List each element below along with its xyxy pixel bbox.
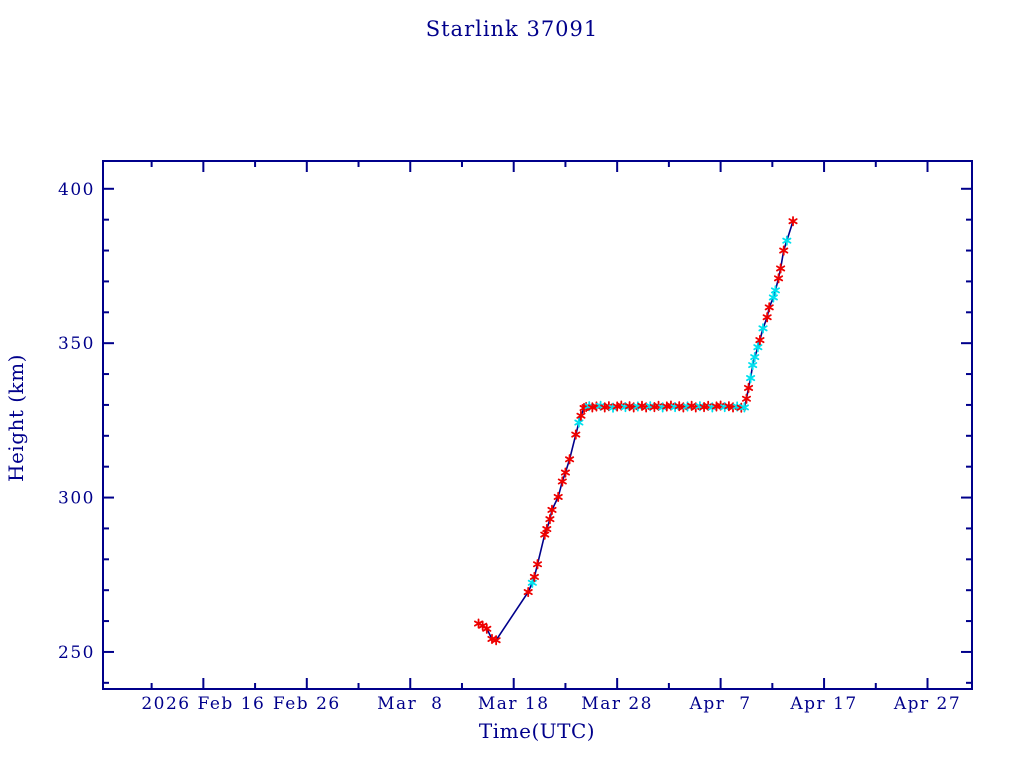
- data-marker-red: [532, 559, 543, 570]
- x-tick-label: Mar 28: [581, 694, 653, 714]
- data-marker-red: [565, 454, 575, 465]
- data-marker-red: [764, 302, 774, 313]
- data-marker-cyan: [782, 235, 792, 246]
- data-marker-red: [788, 216, 798, 227]
- data-marker-cyan: [770, 285, 780, 296]
- data-marker-red: [755, 334, 765, 346]
- data-marker-red: [547, 504, 557, 516]
- data-marker-red: [762, 312, 772, 323]
- data-marker-cyan: [746, 372, 756, 384]
- data-marker-red: [560, 467, 570, 478]
- data-marker-red: [741, 393, 752, 404]
- data-marker-red: [779, 245, 789, 256]
- x-tick-label: Mar 8: [377, 694, 443, 714]
- y-tick-label: 300: [58, 489, 95, 509]
- data-marker-cyan: [753, 342, 763, 353]
- data-marker-red: [776, 263, 786, 274]
- data-marker-cyan: [748, 359, 758, 371]
- data-marker-cyan: [750, 351, 760, 363]
- chart-title: Starlink 37091: [425, 17, 599, 41]
- x-tick-label: Mar 18: [478, 694, 550, 714]
- x-axis-label: Time(UTC): [478, 719, 596, 743]
- data-marker-red: [491, 635, 501, 646]
- y-tick-label: 250: [58, 643, 95, 663]
- y-tick-label: 400: [58, 180, 95, 200]
- x-tick-label: Apr 17: [789, 694, 857, 714]
- data-line: [478, 220, 794, 642]
- data-marker-red: [529, 571, 539, 583]
- plot-frame: [102, 160, 973, 690]
- data-marker-red: [553, 491, 563, 503]
- data-marker-red: [542, 523, 552, 535]
- data-marker-cyan: [739, 402, 749, 413]
- x-tick-label: Apr 7: [689, 694, 752, 714]
- data-marker-red: [773, 273, 784, 284]
- y-tick-label: 350: [58, 334, 95, 354]
- x-tick-label: Feb 26: [273, 694, 341, 714]
- x-tick-label: 2026 Feb 16: [141, 694, 265, 714]
- data-marker-red: [523, 586, 533, 598]
- data-marker-red: [482, 623, 492, 634]
- data-marker-red: [743, 382, 754, 394]
- data-marker-red: [557, 476, 567, 487]
- data-marker-red: [545, 514, 555, 525]
- data-marker-red: [576, 410, 586, 421]
- x-tick-label: Apr 27: [893, 694, 961, 714]
- data-marker-cyan: [768, 292, 778, 303]
- data-marker-red: [571, 429, 581, 440]
- data-marker-cyan: [574, 417, 584, 428]
- data-marker-cyan: [758, 323, 768, 334]
